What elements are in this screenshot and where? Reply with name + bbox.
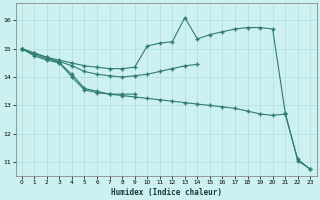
- X-axis label: Humidex (Indice chaleur): Humidex (Indice chaleur): [110, 188, 221, 197]
